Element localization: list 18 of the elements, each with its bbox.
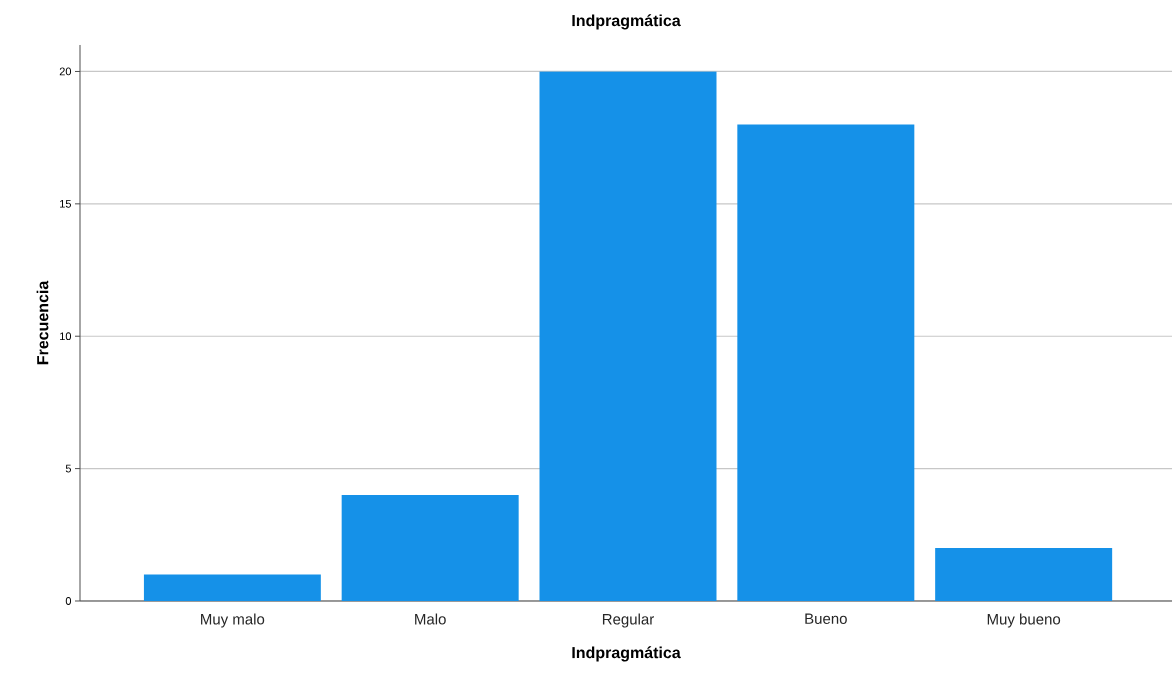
x-tick-label: Regular xyxy=(602,613,654,628)
x-tick-label: Muy bueno xyxy=(987,613,1061,628)
bar xyxy=(737,124,915,601)
y-tick-label: 20 xyxy=(59,67,72,76)
x-tick-label: Bueno xyxy=(805,613,847,624)
y-tick-label: 10 xyxy=(60,332,72,341)
x-tick-label: Malo xyxy=(415,613,446,625)
y-tick-label: 0 xyxy=(65,597,72,605)
bar xyxy=(143,574,321,601)
bar xyxy=(341,495,519,601)
bar xyxy=(935,548,1113,601)
x-tick-label: Muy malo xyxy=(201,613,265,628)
y-tick-label: 15 xyxy=(60,200,72,208)
y-axis-title: Frecuencia xyxy=(36,280,49,365)
x-axis-title: Indpragmática xyxy=(572,646,681,662)
bar xyxy=(539,71,717,601)
y-tick-label: 5 xyxy=(65,464,72,473)
chart-title: Indpragmática xyxy=(572,14,681,30)
